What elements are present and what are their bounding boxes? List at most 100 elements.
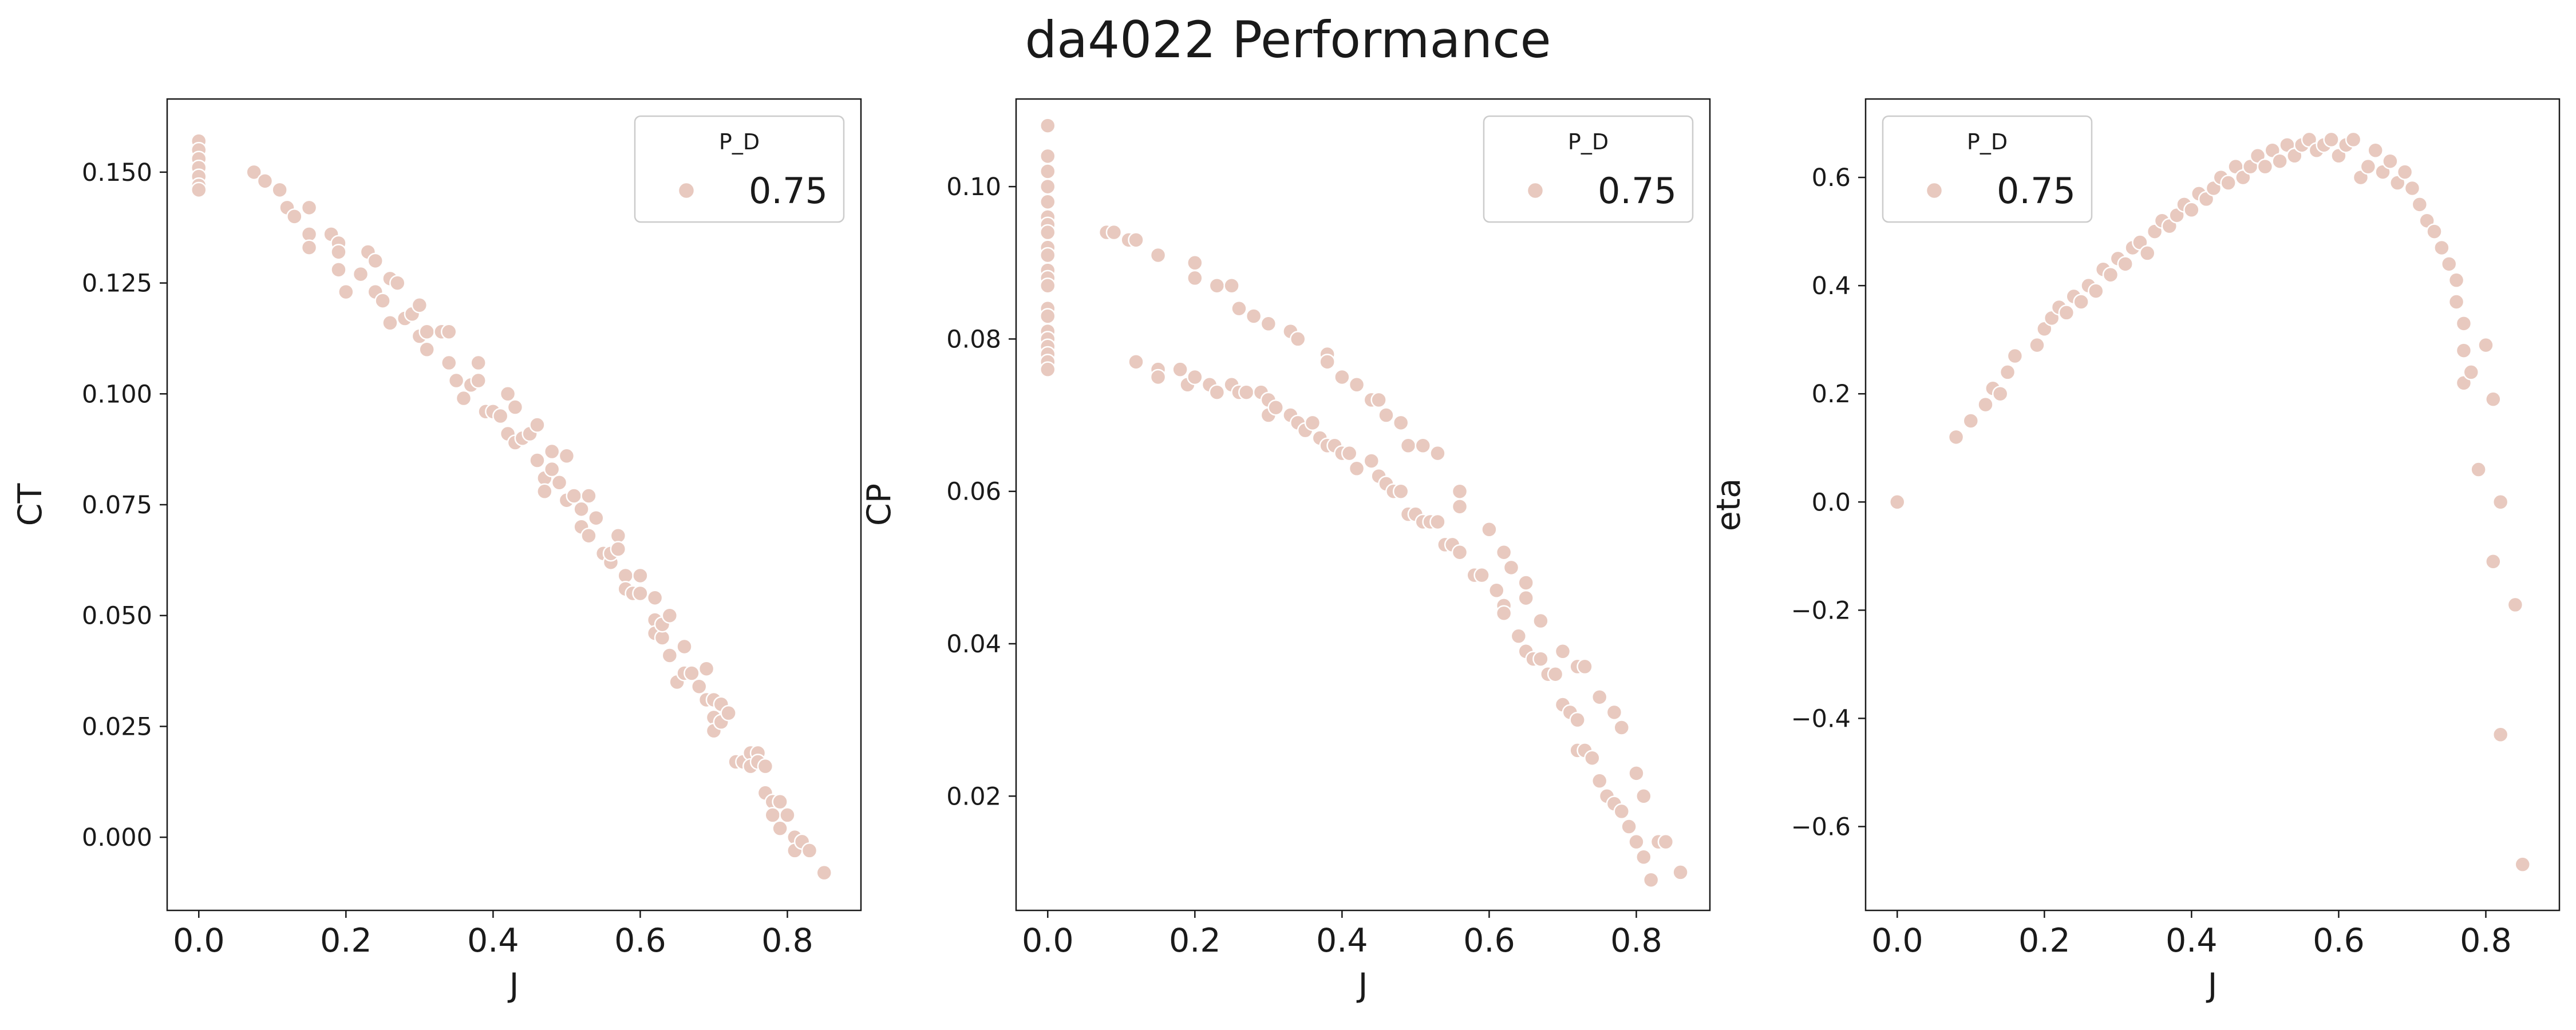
data-point [330, 244, 347, 260]
data-point [646, 589, 663, 606]
data-point [2088, 283, 2104, 299]
data-point [1628, 833, 1645, 850]
data-point [338, 283, 354, 300]
data-point [191, 181, 207, 199]
data-point [2367, 142, 2384, 159]
data-point [661, 607, 678, 624]
data-point [418, 323, 435, 340]
data-point [256, 173, 274, 189]
data-point [1105, 224, 1123, 241]
legend-marker [1925, 181, 1943, 200]
data-point [2073, 294, 2089, 310]
legend-entry-label: 0.75 [749, 170, 828, 212]
y-tick-label: −0.2 [1791, 596, 1851, 625]
data-point [779, 807, 796, 823]
data-point [1172, 361, 1188, 378]
data-point [1889, 494, 1906, 510]
x-tick-label: 0.8 [761, 922, 813, 960]
data-point [1128, 232, 1144, 248]
y-tick-label: 0.6 [1812, 164, 1851, 192]
data-point [1245, 308, 1262, 324]
data-point [2404, 180, 2421, 197]
data-point [632, 567, 649, 584]
data-point [1591, 772, 1608, 789]
y-tick-label: 0.08 [946, 325, 1001, 354]
data-point [2478, 336, 2494, 354]
legend-title: P_D [1967, 129, 2008, 154]
data-point [2507, 596, 2524, 613]
data-point [1290, 331, 1306, 347]
data-point [1040, 117, 1056, 134]
data-point [690, 678, 708, 695]
data-point [2396, 164, 2413, 180]
data-point [470, 354, 487, 371]
data-point [1569, 711, 1586, 728]
data-point [1518, 575, 1534, 591]
data-point [536, 483, 553, 500]
y-tick-label: −0.6 [1791, 813, 1851, 841]
data-point [2440, 256, 2458, 272]
data-point [1260, 315, 1277, 332]
data-point [2257, 158, 2274, 175]
data-point [1510, 628, 1527, 644]
data-point [1187, 255, 1203, 271]
data-point [455, 390, 472, 407]
data-point [1606, 704, 1623, 721]
y-axis-label: CP [860, 484, 898, 526]
data-point [374, 292, 391, 309]
legend-entry-label: 0.75 [1997, 170, 2076, 212]
data-point [757, 758, 774, 775]
data-point [389, 275, 406, 291]
data-point [580, 488, 597, 504]
data-point [1319, 354, 1336, 370]
x-tick-label: 0.6 [2313, 922, 2365, 960]
data-point [1040, 361, 1056, 378]
data-point [2455, 315, 2472, 332]
data-point [1378, 407, 1394, 423]
axes-frame [1864, 98, 2561, 912]
data-point [1370, 391, 1387, 409]
y-tick-label: −0.4 [1791, 704, 1851, 733]
legend: P_D 0.75 [1483, 115, 1694, 223]
data-point [2102, 266, 2119, 283]
data-point [2271, 153, 2288, 169]
data-point [588, 509, 605, 526]
data-point [1451, 498, 1468, 515]
data-point [1451, 483, 1468, 500]
y-tick-label: 0.4 [1812, 272, 1851, 300]
data-point [1977, 396, 1994, 413]
data-point [1495, 605, 1512, 621]
legend-title: P_D [719, 129, 760, 154]
data-point [1488, 582, 1505, 599]
data-point [2448, 272, 2465, 288]
y-tick-label: 0.150 [82, 159, 152, 187]
data-point [632, 585, 649, 602]
x-tick-label: 0.0 [1871, 922, 1923, 960]
data-point [720, 704, 737, 722]
data-point [470, 372, 487, 389]
data-point [573, 501, 590, 517]
x-tick-label: 0.4 [1316, 922, 1368, 960]
data-point [1532, 612, 1549, 629]
data-point [529, 452, 546, 469]
data-point [661, 647, 678, 664]
data-point [1621, 818, 1637, 835]
data-point [1495, 544, 1512, 561]
data-point [1341, 445, 1358, 462]
x-tick-label: 0.4 [467, 922, 519, 960]
data-point [610, 541, 627, 557]
data-point [1392, 414, 1409, 431]
data-point [1363, 453, 1380, 469]
data-point [1415, 437, 1431, 454]
data-point [1040, 193, 1056, 210]
data-point [492, 407, 509, 425]
y-tick-label: 0.02 [946, 782, 1001, 811]
data-point [2323, 131, 2340, 148]
y-tick-label: 0.04 [946, 630, 1001, 659]
data-point [1400, 437, 1417, 454]
data-point [683, 665, 700, 682]
data-point [551, 474, 568, 491]
data-point [816, 864, 832, 881]
data-point [2485, 553, 2502, 570]
